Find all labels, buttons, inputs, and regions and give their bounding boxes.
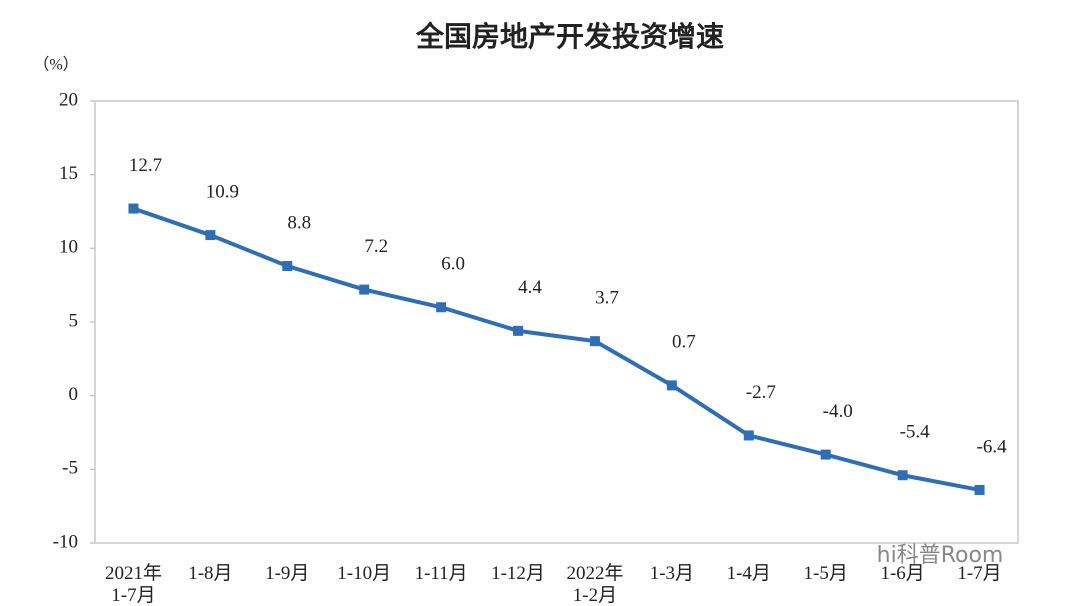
- data-label: -4.0: [823, 401, 853, 422]
- y-unit: （%）: [33, 56, 78, 74]
- data-label: 3.7: [595, 288, 619, 309]
- y-tick-label: -10: [53, 531, 78, 552]
- point: [589, 336, 600, 347]
- x-tick-label: 2021年 1-7月: [104, 563, 162, 606]
- point: [666, 380, 677, 391]
- data-label: 7.2: [364, 236, 388, 257]
- x-tick-label: 1-7月: [957, 563, 1002, 584]
- y-tick-label: 10: [59, 237, 78, 258]
- point: [513, 325, 524, 336]
- chart-title: 全国房地产开发投资增速: [415, 20, 724, 53]
- point: [436, 302, 447, 313]
- data-label: -2.7: [746, 382, 776, 403]
- data-label: -5.4: [900, 422, 931, 443]
- point: [128, 203, 139, 214]
- y-tick-label: -5: [62, 458, 78, 479]
- data-label: 6.0: [441, 254, 465, 275]
- x-tick-label: 1-12月: [491, 563, 545, 584]
- data-label: 10.9: [206, 181, 239, 202]
- x-tick-label: 1-9月: [265, 563, 310, 584]
- data-label: 8.8: [287, 212, 311, 233]
- x-tick-label: 1-8月: [188, 563, 233, 584]
- y-tick-label: 5: [69, 310, 79, 331]
- data-label: 12.7: [129, 155, 162, 176]
- watermark: hi科普Room: [877, 543, 1004, 568]
- x-tick-label: 1-6月: [880, 563, 925, 584]
- x-tick-label: 2022年 1-2月: [566, 563, 624, 606]
- x-tick-label: 1-4月: [726, 563, 771, 584]
- y-tick-label: 20: [59, 89, 78, 110]
- data-label: -6.4: [977, 436, 1008, 457]
- point: [897, 470, 908, 481]
- x-tick-label: 1-3月: [649, 563, 695, 584]
- y-tick-label: 0: [69, 384, 79, 405]
- point: [820, 449, 831, 460]
- data-label: 4.4: [518, 277, 542, 298]
- data-label: 0.7: [672, 332, 696, 353]
- x-tick-label: 1-10月: [337, 563, 392, 584]
- x-tick-label: 1-5月: [803, 563, 848, 584]
- point: [205, 230, 216, 241]
- y-tick-label: 15: [59, 163, 78, 184]
- point: [974, 484, 985, 495]
- plot-frame: [94, 100, 1019, 544]
- line: [132, 206, 980, 492]
- point: [743, 430, 754, 441]
- x-tick-label: 1-11月: [414, 563, 468, 584]
- point: [359, 284, 370, 295]
- point: [282, 261, 293, 272]
